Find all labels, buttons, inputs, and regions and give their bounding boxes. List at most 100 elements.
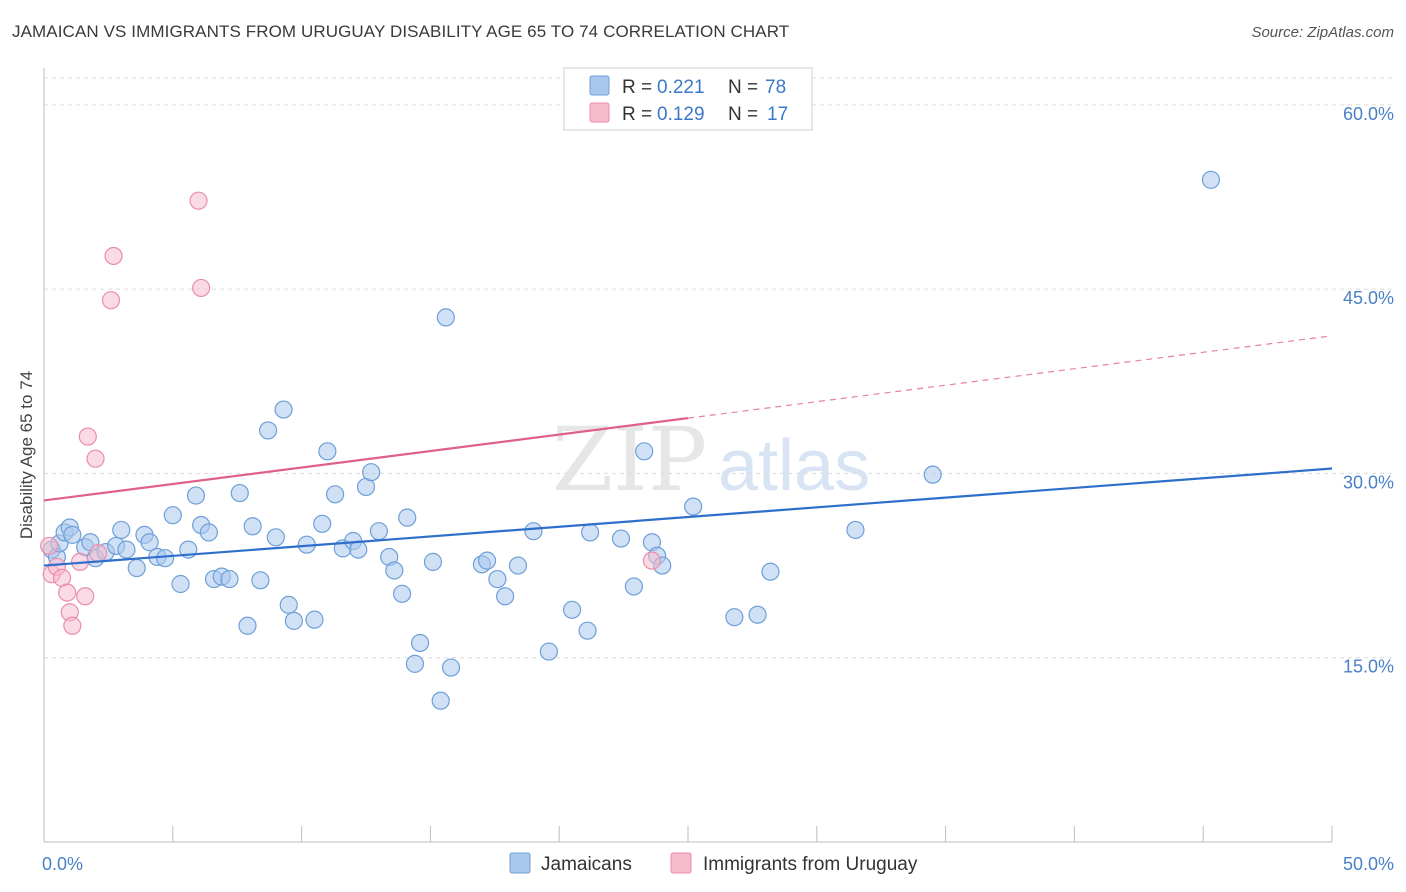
jamaicans-point-59 (488, 569, 507, 589)
jamaicans-point-15 (140, 533, 159, 552)
legend-n-value-uruguay: 17 (767, 104, 788, 125)
jamaicans-point-43 (349, 540, 368, 559)
legend-n-label-jamaicans: N = (728, 77, 758, 98)
jamaicans-point-12 (117, 540, 136, 559)
jamaicans-point-46 (369, 522, 388, 541)
jamaicans-point-79 (1201, 170, 1221, 189)
jamaicans-point-45 (362, 463, 381, 482)
jamaicans-point-29 (243, 517, 262, 536)
jamaicans-point-65 (578, 621, 597, 640)
y-tick-label-30: 30.0% (1343, 472, 1394, 492)
jamaicans-point-28 (238, 616, 257, 635)
jamaicans-point-51 (405, 654, 425, 673)
jamaicans-point-40 (325, 485, 345, 504)
bottom-legend-swatch-jamaicans (509, 852, 531, 874)
y-tick-label-15: 15.0% (1343, 657, 1394, 677)
trend-lines (43, 335, 1333, 567)
trend-line-0 (43, 467, 1333, 567)
y-axis-label: Disability Age 65 to 74 (17, 371, 36, 539)
jamaicans-point-56 (441, 658, 461, 677)
jamaicans-point-76 (761, 562, 780, 581)
legend-n-label-uruguay: N = (728, 104, 758, 125)
jamaicans-point-23 (199, 523, 218, 542)
y-tick-label-60: 60.0% (1343, 104, 1394, 124)
jamaicans-point-49 (392, 584, 412, 603)
trend-line-solid-1 (43, 417, 689, 502)
jamaicans-point-75 (748, 605, 767, 624)
uruguay-point-15 (192, 278, 211, 298)
jamaicans-point-55 (436, 308, 455, 327)
legend-r-label-uruguay: R = (622, 104, 652, 125)
bottom-legend-label-jamaicans: Jamaicans (541, 854, 632, 875)
legend-r-label-jamaicans: R = (622, 77, 652, 98)
bottom-legend-label-uruguay: Immigrants from Uruguay (703, 854, 918, 875)
jamaicans-point-35 (284, 611, 303, 630)
uruguay-point-0 (40, 536, 59, 556)
chart-title: JAMAICAN VS IMMIGRANTS FROM URUGUAY DISA… (12, 22, 790, 41)
jamaicans-point-34 (279, 595, 298, 614)
jamaicans-point-53 (423, 552, 443, 571)
jamaicans-point-68 (624, 577, 644, 596)
jamaicans-point-77 (846, 520, 865, 540)
uruguay-point-6 (63, 616, 82, 635)
jamaicans-point-48 (385, 561, 404, 580)
jamaicans-point-17 (155, 549, 175, 568)
jamaicans-point-5 (63, 525, 82, 544)
jamaicans-point-37 (305, 610, 324, 629)
grid-lines (44, 77, 1394, 659)
uruguay-point-12 (101, 291, 121, 310)
jamaicans-point-30 (251, 571, 270, 590)
watermark-atlas: atlas (718, 426, 870, 506)
trend-line-dashed-1 (687, 335, 1333, 419)
jamaicans-point-73 (684, 497, 703, 516)
jamaicans-point-27 (230, 483, 249, 503)
jamaicans-point-74 (725, 608, 744, 627)
uruguay-point-11 (88, 544, 108, 563)
jamaicans-point-62 (524, 522, 543, 541)
jamaicans-point-13 (127, 558, 146, 578)
legend-n-value-jamaicans: 78 (765, 77, 786, 98)
jamaicans-point-66 (581, 523, 600, 542)
legend-swatch-uruguay (589, 102, 610, 123)
uruguay-point-13 (104, 246, 123, 266)
uruguay-point-16 (642, 551, 662, 570)
legend-swatch-jamaicans (589, 75, 610, 96)
y-tick-labels: 15.0% 30.0% 45.0% 60.0% (1343, 104, 1394, 677)
jamaicans-point-21 (186, 486, 206, 505)
jamaicans-point-52 (410, 633, 430, 653)
bottom-legend-swatch-uruguay (670, 852, 692, 874)
jamaicans-point-78 (923, 465, 942, 484)
legend-r-value-jamaicans: 0.221 (657, 77, 705, 98)
jamaicans-point-69 (635, 442, 654, 461)
uruguay-point-10 (86, 449, 105, 468)
uruguay-point-8 (76, 587, 95, 606)
jamaicans-point-19 (171, 574, 190, 594)
jamaicans-point-11 (112, 520, 131, 540)
x-tick-label-min: 0.0% (42, 854, 83, 874)
jamaicans-point-54 (431, 691, 450, 710)
jamaicans-point-31 (259, 421, 278, 440)
top-legend: R = 0.221 N = 78 R = 0.129 N = 17 (563, 67, 813, 131)
jamaicans-point-38 (313, 514, 332, 533)
bottom-legend: Jamaicans Immigrants from Uruguay (509, 852, 918, 875)
jamaicans-point-33 (274, 400, 293, 419)
jamaicans-point-63 (539, 642, 558, 661)
jamaicans-point-39 (318, 442, 337, 461)
jamaicans-point-18 (163, 506, 182, 525)
jamaicans-point-61 (508, 556, 528, 575)
legend-r-value-uruguay: 0.129 (657, 104, 705, 125)
source-text: Source: ZipAtlas.com (1251, 24, 1394, 41)
jamaicans-point-32 (266, 528, 285, 547)
jamaicans-point-60 (496, 587, 515, 606)
jamaicans-point-50 (398, 508, 417, 527)
jamaicans-point-64 (562, 600, 582, 619)
x-tick-label-max: 50.0% (1343, 854, 1394, 874)
y-tick-label-45: 45.0% (1343, 288, 1394, 308)
jamaicans-point-67 (611, 529, 631, 548)
x-tick-marks (43, 826, 1333, 842)
uruguay-point-9 (78, 427, 97, 446)
jamaicans-points (42, 170, 1221, 710)
jamaicans-point-26 (220, 569, 239, 589)
uruguay-point-14 (189, 191, 208, 210)
